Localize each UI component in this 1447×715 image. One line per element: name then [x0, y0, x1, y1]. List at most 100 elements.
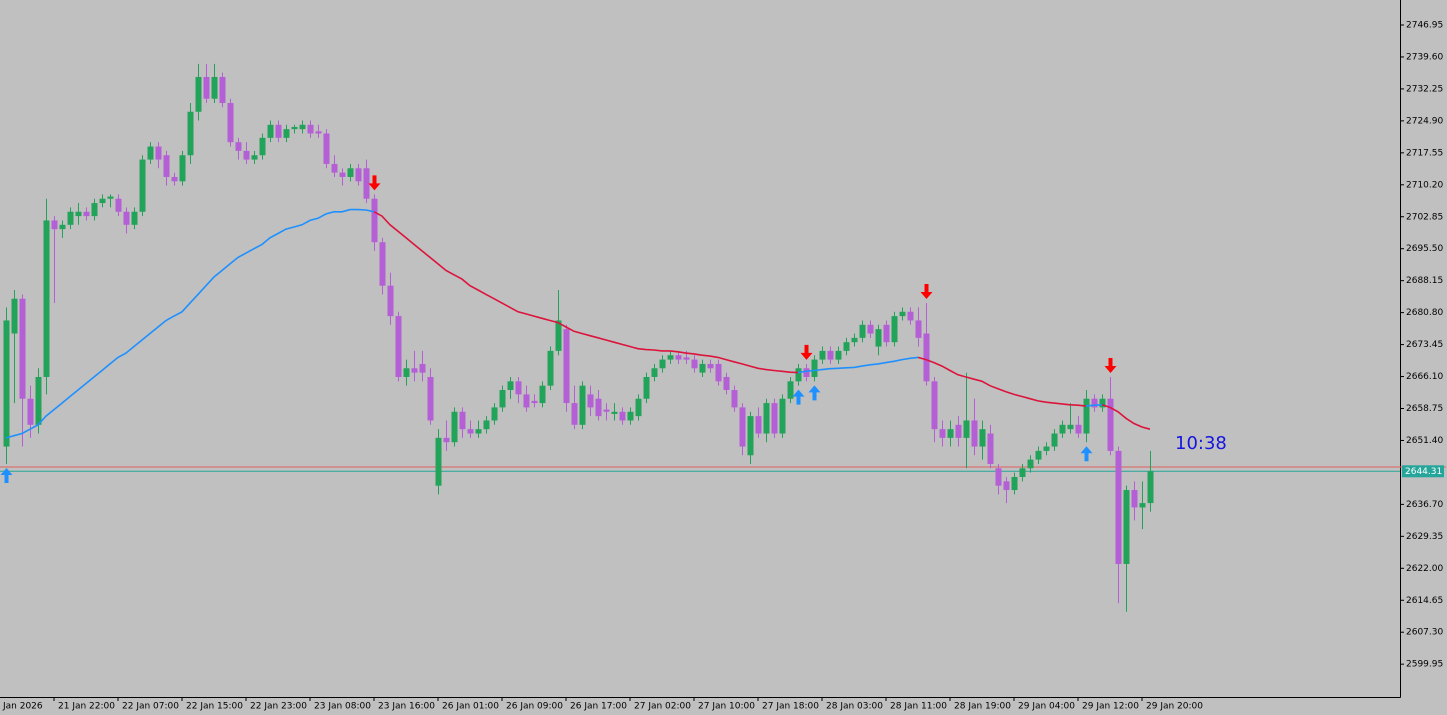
- candle-body: [19, 298, 26, 399]
- candle-body: [275, 124, 282, 138]
- candle-body: [659, 359, 666, 369]
- candle-body: [811, 359, 818, 377]
- sell-arrow: [800, 344, 813, 360]
- candle-body: [1011, 476, 1018, 491]
- candle-body: [763, 403, 770, 434]
- candle-body: [835, 350, 842, 360]
- candle-body: [883, 324, 890, 343]
- candle-body: [107, 196, 114, 199]
- x-tick-label: 26 Jan 01:00: [442, 702, 499, 712]
- candle-body: [747, 416, 754, 456]
- candle-body: [531, 400, 538, 404]
- candle-body: [603, 409, 610, 412]
- candle-body: [523, 394, 530, 408]
- x-tick-label: Jan 2026: [2, 702, 43, 712]
- candle-body: [219, 76, 226, 104]
- x-tick-label: 27 Jan 10:00: [698, 702, 755, 712]
- candle-body: [691, 359, 698, 369]
- candle-body: [891, 316, 898, 343]
- candle-body: [419, 363, 426, 373]
- candle-body: [339, 172, 346, 177]
- candle-body: [387, 285, 394, 317]
- candle-body: [635, 398, 642, 417]
- candle-body: [243, 150, 250, 160]
- buy-arrow: [1080, 446, 1093, 462]
- bar-timer: 10:38: [1175, 433, 1227, 454]
- candle-body: [619, 411, 626, 421]
- candle-body: [315, 131, 322, 134]
- candle-body: [411, 368, 418, 373]
- candle-body: [91, 203, 98, 217]
- candle-body: [1035, 450, 1042, 460]
- candle-body: [539, 385, 546, 404]
- x-tick-label: 22 Jan 15:00: [186, 702, 243, 712]
- candle-body: [395, 316, 402, 377]
- y-tick-label: 2702.85: [1406, 212, 1443, 222]
- candle-body: [1075, 424, 1082, 434]
- candle-body: [787, 381, 794, 399]
- y-tick-label: 2732.25: [1406, 84, 1443, 94]
- candle-body: [67, 211, 74, 225]
- candle-body: [11, 298, 18, 334]
- candle-body: [195, 76, 202, 112]
- candle-body: [1019, 468, 1026, 477]
- candle-body: [283, 129, 290, 138]
- candle-body: [875, 329, 882, 347]
- candle-body: [179, 155, 186, 182]
- candle-body: [499, 390, 506, 408]
- candle-body: [451, 411, 458, 443]
- x-tick-label: 22 Jan 23:00: [250, 702, 307, 712]
- x-tick-label: 23 Jan 16:00: [378, 702, 435, 712]
- candle-body: [971, 420, 978, 447]
- candle-body: [171, 176, 178, 182]
- moving-average: [373, 211, 1151, 430]
- candle-body: [819, 350, 826, 360]
- candle-body: [203, 76, 210, 99]
- candle-body: [467, 429, 474, 434]
- candle-body: [1115, 450, 1122, 564]
- candle-body: [1123, 490, 1130, 564]
- y-tick-label: 2636.70: [1406, 500, 1443, 510]
- candle-body: [507, 381, 514, 391]
- candle-body: [547, 350, 554, 386]
- y-tick-label: 2739.60: [1406, 52, 1443, 62]
- candle-body: [347, 168, 354, 177]
- candle-body: [267, 124, 274, 138]
- candle-body: [643, 376, 650, 399]
- buy-arrow: [0, 467, 13, 483]
- candle-body: [963, 420, 970, 438]
- candle-body: [611, 411, 618, 414]
- sell-arrow: [1104, 357, 1117, 373]
- candle-body: [427, 376, 434, 421]
- candle-body: [235, 142, 242, 151]
- y-tick-label: 2724.90: [1406, 116, 1443, 126]
- candle-body: [627, 411, 634, 421]
- candle-body: [1139, 503, 1146, 508]
- x-tick-label: 29 Jan 20:00: [1146, 702, 1203, 712]
- candle-body: [731, 390, 738, 408]
- candle-body: [595, 398, 602, 417]
- candle-body: [155, 146, 162, 160]
- x-tick-label: 29 Jan 12:00: [1082, 702, 1139, 712]
- candle-body: [571, 403, 578, 425]
- candle-body: [683, 357, 690, 360]
- y-tick-label: 2651.40: [1406, 436, 1443, 446]
- candle-body: [843, 342, 850, 351]
- candle-body: [459, 411, 466, 430]
- y-tick-label: 2695.50: [1406, 244, 1443, 254]
- candle-body: [307, 124, 314, 134]
- candle-body: [187, 111, 194, 156]
- candle-body: [115, 198, 122, 212]
- x-tick-label: 28 Jan 19:00: [954, 702, 1011, 712]
- candle-body: [899, 311, 906, 317]
- x-tick-label: 26 Jan 17:00: [570, 702, 627, 712]
- y-tick-label: 2599.95: [1406, 660, 1443, 670]
- candle-body: [323, 133, 330, 164]
- candle-body: [251, 155, 258, 160]
- candle-body: [1003, 481, 1010, 491]
- x-tick-label: 26 Jan 09:00: [506, 702, 563, 712]
- y-tick-label: 2658.75: [1406, 404, 1443, 414]
- candle-body: [99, 198, 106, 204]
- candle-body: [1107, 398, 1114, 451]
- candle-body: [651, 368, 658, 377]
